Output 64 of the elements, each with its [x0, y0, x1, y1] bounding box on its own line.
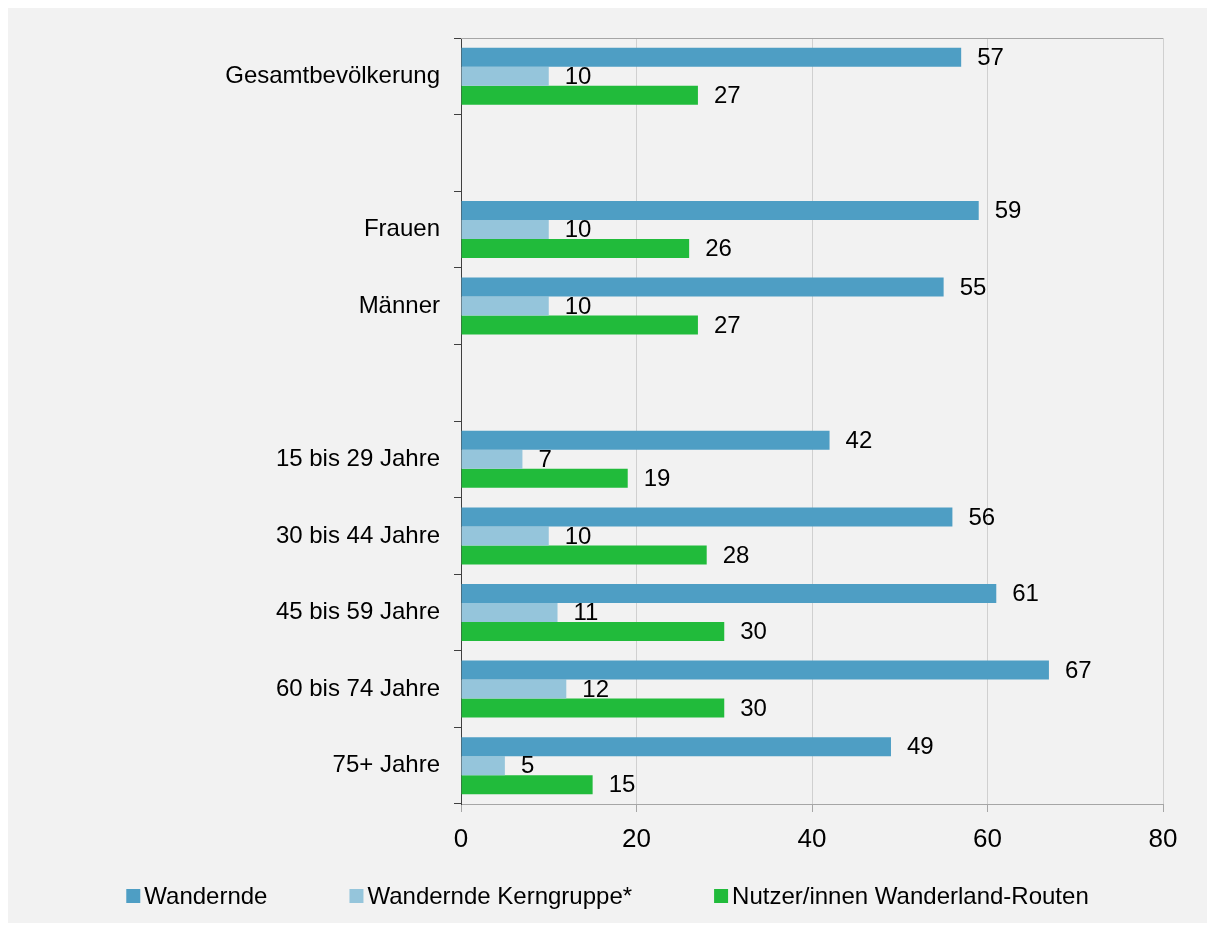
data-label: 10: [564, 521, 592, 549]
data-label: 67: [1064, 655, 1092, 683]
data-label: 28: [722, 540, 750, 568]
data-label: 15: [608, 770, 636, 798]
bar: [461, 47, 962, 67]
data-label: 10: [564, 291, 592, 319]
legend-label: Nutzer/innen Wanderland-Routen: [732, 881, 1089, 909]
y-tick-label: Frauen: [363, 214, 440, 242]
data-label: 10: [564, 61, 592, 89]
data-label: 27: [713, 310, 741, 338]
data-label: 42: [845, 425, 873, 453]
bar: [461, 239, 690, 258]
bar: [461, 85, 698, 105]
data-label: 30: [740, 617, 767, 645]
bar: [461, 296, 549, 316]
x-tick-label: 0: [453, 822, 469, 853]
data-label: 12: [582, 674, 609, 702]
y-tick-label: 15 bis 29 Jahre: [275, 443, 440, 471]
bar: [461, 449, 523, 469]
bar: [461, 775, 593, 795]
data-label: 55: [959, 272, 987, 300]
x-tick-label: 80: [1148, 822, 1178, 853]
y-tick-label: 45 bis 59 Jahre: [275, 597, 440, 625]
bar: [461, 698, 725, 718]
bar: [461, 737, 891, 757]
legend-label: Wandernde Kerngruppe*: [367, 881, 633, 909]
y-tick-label: Gesamtbevölkerung: [225, 60, 440, 88]
x-tick-label: 60: [973, 822, 1002, 853]
data-label: 56: [968, 502, 996, 530]
bar: [461, 584, 997, 603]
data-label: 10: [564, 215, 592, 243]
y-tick-label: Männer: [358, 290, 441, 318]
data-label: 61: [1012, 579, 1039, 607]
x-tick-label: 20: [622, 822, 651, 853]
bar: [461, 430, 830, 450]
y-tick-label: 60 bis 74 Jahre: [275, 673, 440, 701]
x-tick-label: 40: [797, 822, 827, 853]
bar: [461, 220, 549, 239]
bar: [461, 679, 567, 699]
y-tick-label: 30 bis 44 Jahre: [275, 520, 440, 548]
data-label: 11: [573, 598, 599, 626]
data-label: 19: [643, 463, 671, 491]
bar: [461, 66, 549, 86]
data-label: 26: [705, 234, 732, 262]
data-label: 30: [740, 693, 767, 721]
bar: [461, 660, 1049, 680]
data-label: 27: [713, 80, 741, 108]
bar: [461, 201, 979, 220]
bar: [461, 756, 505, 776]
bar: [461, 526, 549, 546]
data-label: 59: [994, 196, 1022, 224]
bar: [461, 468, 628, 488]
data-label: 57: [977, 42, 1004, 70]
data-label: 5: [520, 751, 535, 779]
legend-label: Wandernde: [144, 881, 268, 909]
bar: [461, 507, 953, 527]
bar: [461, 277, 944, 297]
bar: [461, 603, 558, 622]
bar: [461, 315, 698, 335]
bar: [461, 545, 707, 565]
y-tick-label: 75+ Jahre: [332, 750, 440, 778]
data-label: 7: [538, 444, 552, 472]
bar: [461, 622, 725, 641]
data-label: 49: [906, 732, 934, 760]
